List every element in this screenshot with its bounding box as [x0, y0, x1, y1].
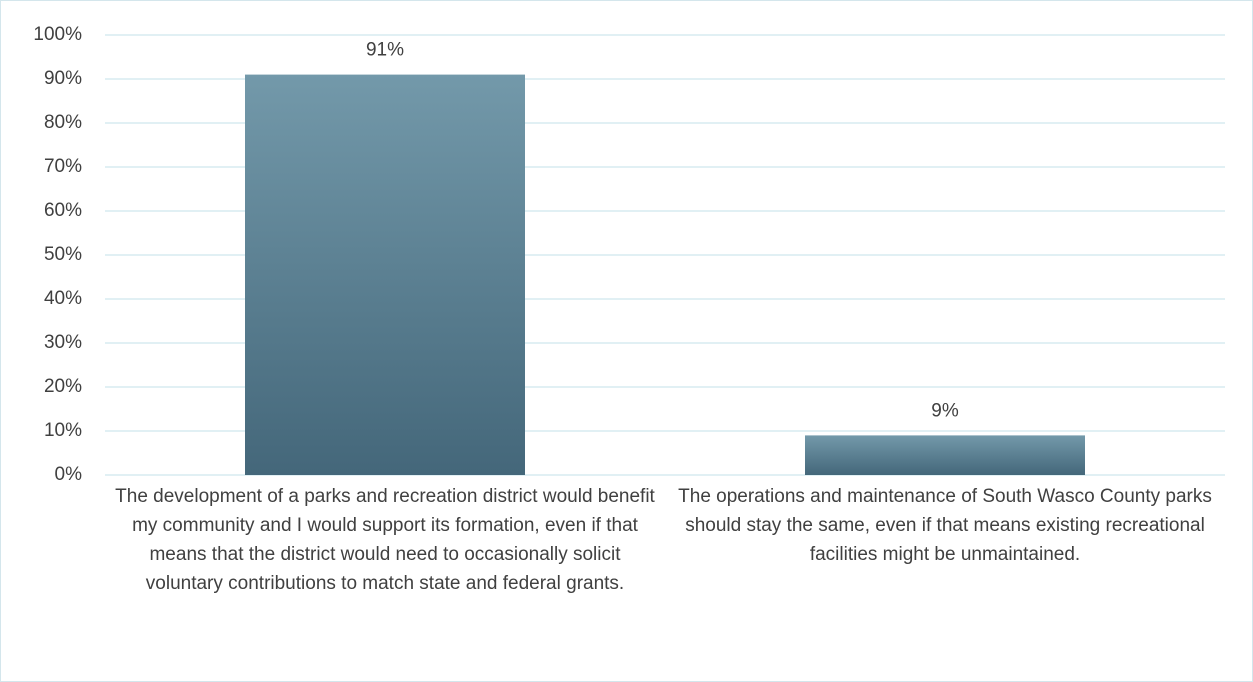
bar	[245, 74, 525, 475]
y-tick-label: 40%	[44, 288, 82, 309]
data-label: 9%	[931, 400, 959, 421]
y-tick-label: 80%	[44, 112, 82, 133]
x-tick-label: The operations and maintenance of South …	[678, 486, 1212, 565]
y-tick-label: 20%	[44, 376, 82, 397]
x-tick-label: The development of a parks and recreatio…	[115, 486, 655, 594]
y-tick-label: 0%	[55, 464, 83, 485]
y-tick-label: 70%	[44, 156, 82, 177]
y-tick-label: 10%	[44, 420, 82, 441]
y-tick-label: 60%	[44, 200, 82, 221]
y-tick-label: 90%	[44, 68, 82, 89]
bar	[805, 435, 1085, 475]
y-tick-label: 100%	[33, 24, 82, 45]
y-tick-label: 30%	[44, 332, 82, 353]
y-tick-label: 50%	[44, 244, 82, 265]
data-label: 91%	[366, 40, 404, 61]
